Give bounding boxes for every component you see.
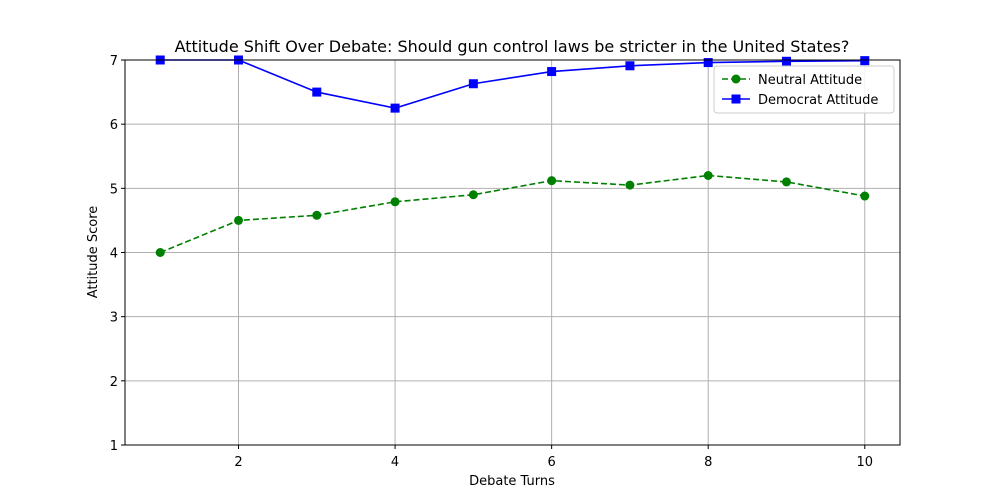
x-tick-label: 4 bbox=[391, 455, 399, 470]
y-tick-label: 5 bbox=[110, 182, 118, 197]
data-point-democrat-attitude bbox=[547, 67, 557, 77]
data-point-democrat-attitude bbox=[703, 58, 713, 68]
x-tick-label: 10 bbox=[856, 455, 873, 470]
data-point-democrat-attitude bbox=[390, 103, 400, 113]
x-axis-ticks: 2 4 6 8 10 bbox=[234, 445, 873, 470]
y-tick-label: 7 bbox=[110, 54, 118, 69]
series-line-neutral-attitude bbox=[159, 174, 865, 254]
data-point-neutral-attitude bbox=[312, 210, 322, 220]
data-point-democrat-attitude bbox=[781, 56, 791, 66]
series-neutral-attitude bbox=[155, 171, 870, 257]
data-point-democrat-attitude bbox=[312, 87, 322, 97]
x-axis-label: Debate Turns bbox=[469, 474, 555, 489]
legend-box bbox=[713, 65, 895, 114]
grid bbox=[125, 59, 900, 446]
data-point-democrat-attitude bbox=[468, 79, 478, 89]
data-point-neutral-attitude bbox=[390, 197, 400, 207]
legend-marker-democrat-attitude bbox=[731, 94, 741, 104]
data-point-neutral-attitude bbox=[781, 177, 791, 187]
y-tick-label: 1 bbox=[110, 439, 118, 454]
data-point-neutral-attitude bbox=[468, 190, 478, 200]
legend-marker-neutral-attitude bbox=[731, 74, 741, 84]
x-tick-label: 2 bbox=[234, 455, 242, 470]
y-axis-ticks: 1 2 3 4 5 6 7 bbox=[110, 54, 125, 454]
data-point-democrat-attitude bbox=[625, 61, 635, 71]
x-tick-label: 8 bbox=[704, 455, 712, 470]
y-tick-label: 2 bbox=[110, 375, 118, 390]
data-point-neutral-attitude bbox=[625, 180, 635, 190]
data-point-neutral-attitude bbox=[547, 176, 557, 186]
data-point-neutral-attitude bbox=[860, 191, 870, 201]
data-point-neutral-attitude bbox=[703, 171, 713, 180]
legend-label-democrat-attitude: Democrat Attitude bbox=[758, 93, 878, 108]
data-point-neutral-attitude bbox=[155, 248, 165, 257]
data-point-democrat-attitude bbox=[860, 56, 870, 66]
y-tick-label: 6 bbox=[110, 118, 118, 133]
legend: Neutral Attitude Democrat Attitude bbox=[713, 65, 895, 114]
series-line-democrat-attitude bbox=[160, 59, 865, 109]
data-point-neutral-attitude bbox=[234, 215, 244, 225]
y-tick-label: 4 bbox=[110, 247, 118, 262]
y-tick-label: 3 bbox=[110, 311, 118, 326]
x-tick-label: 6 bbox=[548, 455, 556, 470]
legend-label-neutral-attitude: Neutral Attitude bbox=[758, 73, 862, 88]
chart-title: Attitude Shift Over Debate: Should gun c… bbox=[175, 37, 850, 56]
y-axis-label: Attitude Score bbox=[86, 206, 101, 299]
